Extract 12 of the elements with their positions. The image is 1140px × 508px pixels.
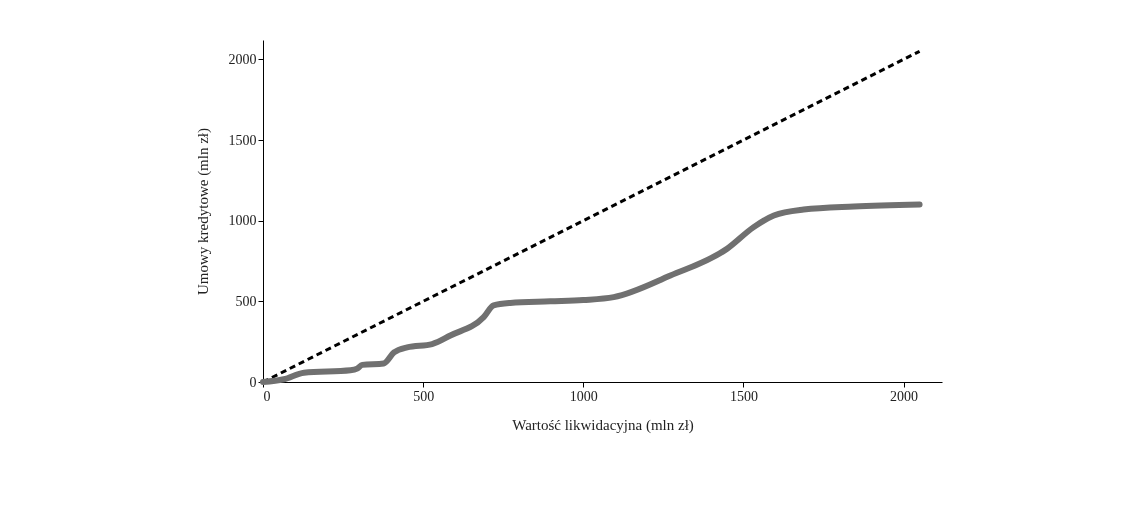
y-tick-label: 0 [249, 374, 257, 390]
y-tick-label: 1500 [228, 132, 257, 148]
y-tick-label: 1000 [228, 213, 257, 229]
x-axis-title: Wartość likwidacyjna (mln zł) [512, 416, 694, 434]
y-tick-label: 500 [235, 293, 257, 309]
x-tick-label: 2000 [890, 388, 919, 404]
x-tick-label: 1500 [729, 388, 758, 404]
y-axis-title: Umowy kredytowe (mln zł) [194, 127, 212, 296]
x-tick-label: 500 [413, 388, 435, 404]
x-tick-label: 0 [263, 388, 271, 404]
x-tick-label: 1000 [569, 388, 598, 404]
y-tick-label: 2000 [228, 51, 257, 67]
